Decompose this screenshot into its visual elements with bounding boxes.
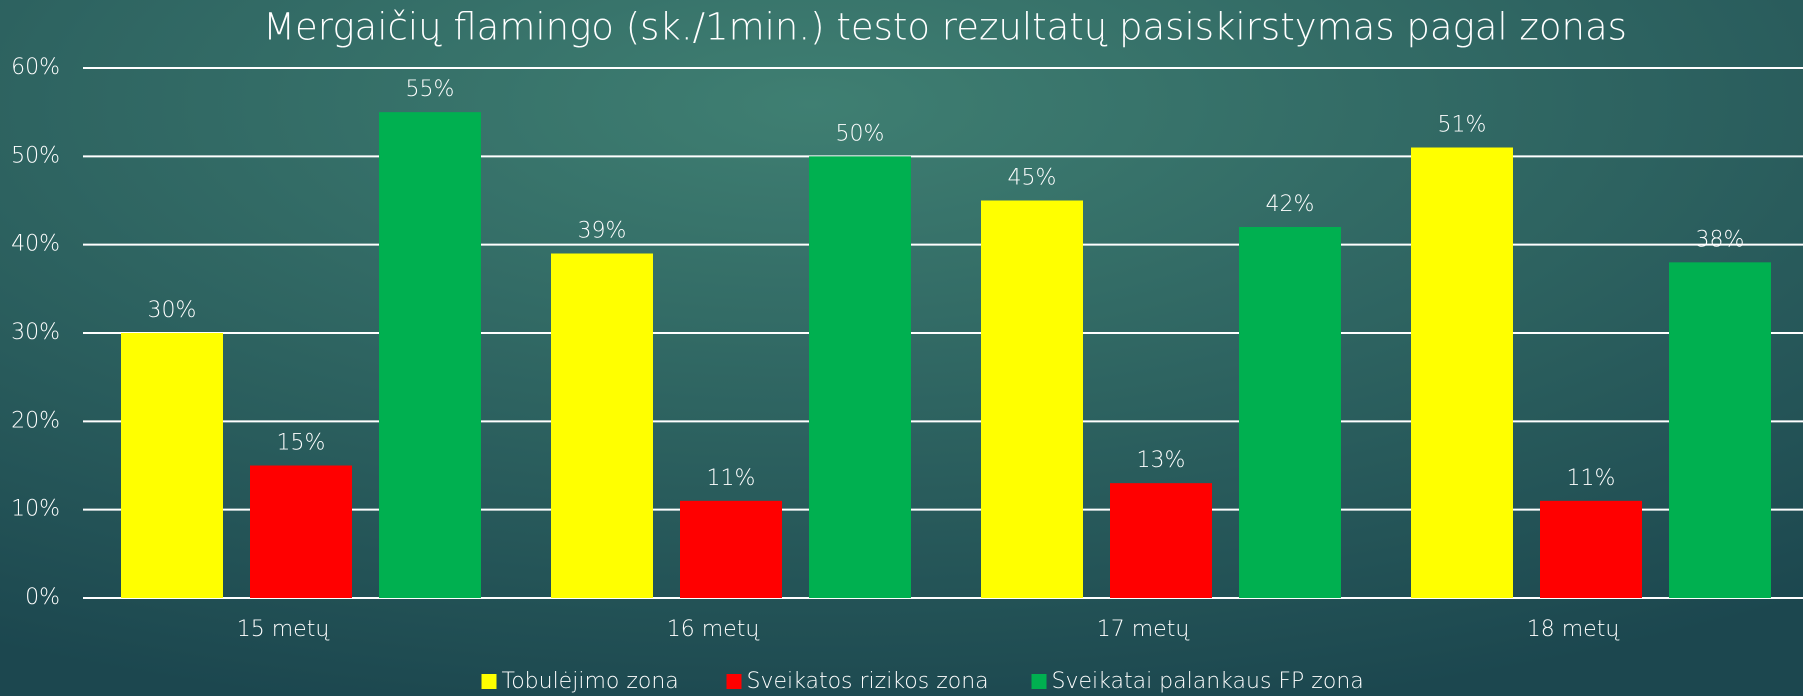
bar: [1239, 227, 1341, 598]
data-label: 13%: [1137, 448, 1186, 473]
x-tick-label: 17 metų: [1097, 617, 1190, 642]
y-tick-label: 50%: [11, 143, 60, 168]
legend-swatch: [726, 674, 742, 689]
bar: [1411, 147, 1513, 598]
legend-label: Sveikatai palankaus FP zona: [1052, 669, 1364, 694]
legend-swatch: [481, 674, 497, 689]
legend-label: Tobulėjimo zona: [502, 669, 679, 694]
y-tick-label: 40%: [11, 232, 60, 257]
x-tick-label: 15 metų: [237, 617, 330, 642]
data-label: 50%: [836, 121, 885, 146]
data-label: 55%: [406, 77, 455, 102]
bar: [1110, 483, 1212, 598]
data-label: 51%: [1438, 113, 1487, 138]
y-tick-label: 30%: [11, 320, 60, 345]
data-label: 15%: [277, 431, 326, 456]
bar: [981, 200, 1083, 598]
y-tick-label: 10%: [11, 497, 60, 522]
y-tick-label: 60%: [11, 55, 60, 80]
bar: [680, 500, 782, 598]
data-label: 11%: [707, 466, 756, 491]
chart-title: Mergaičių flamingo (sk./1min.) testo rez…: [263, 6, 1627, 49]
bar: [1669, 262, 1771, 598]
bar: [1540, 500, 1642, 598]
y-tick-label: 20%: [11, 408, 60, 433]
data-label: 11%: [1567, 466, 1616, 491]
bar: [551, 253, 653, 598]
data-label: 38%: [1696, 227, 1745, 252]
y-tick-label: 0%: [25, 585, 60, 610]
data-label: 45%: [1008, 166, 1057, 191]
x-tick-label: 16 metų: [667, 617, 760, 642]
data-label: 42%: [1266, 192, 1315, 217]
legend-swatch: [1031, 674, 1047, 689]
legend-label: Sveikatos rizikos zona: [747, 669, 989, 694]
bar: [809, 156, 911, 599]
bar: [250, 465, 352, 598]
x-tick-label: 18 metų: [1527, 617, 1620, 642]
bar: [379, 112, 481, 599]
bar: [121, 333, 223, 598]
data-label: 39%: [578, 219, 627, 244]
data-label: 30%: [148, 298, 197, 323]
